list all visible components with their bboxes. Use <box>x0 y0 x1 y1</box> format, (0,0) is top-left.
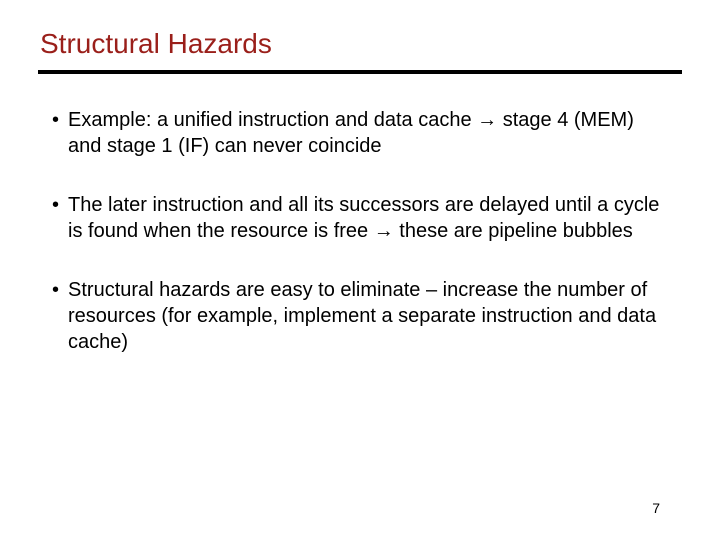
bullet-marker-icon: • <box>52 108 59 134</box>
slide-content: • Example: a unified instruction and dat… <box>38 108 682 355</box>
bullet-marker-icon: • <box>52 278 59 304</box>
bullet-item: • The later instruction and all its succ… <box>52 193 672 244</box>
bullet-marker-icon: • <box>52 193 59 219</box>
bullet-text: Structural hazards are easy to eliminate… <box>68 278 672 355</box>
slide-container: Structural Hazards • Example: a unified … <box>0 0 720 540</box>
slide-title: Structural Hazards <box>38 28 682 60</box>
bullet-item: • Example: a unified instruction and dat… <box>52 108 672 159</box>
bullet-text: Example: a unified instruction and data … <box>68 108 672 159</box>
bullet-text: The later instruction and all its succes… <box>68 193 672 244</box>
page-number: 7 <box>652 500 660 516</box>
title-divider <box>38 70 682 74</box>
bullet-item: • Structural hazards are easy to elimina… <box>52 278 672 355</box>
